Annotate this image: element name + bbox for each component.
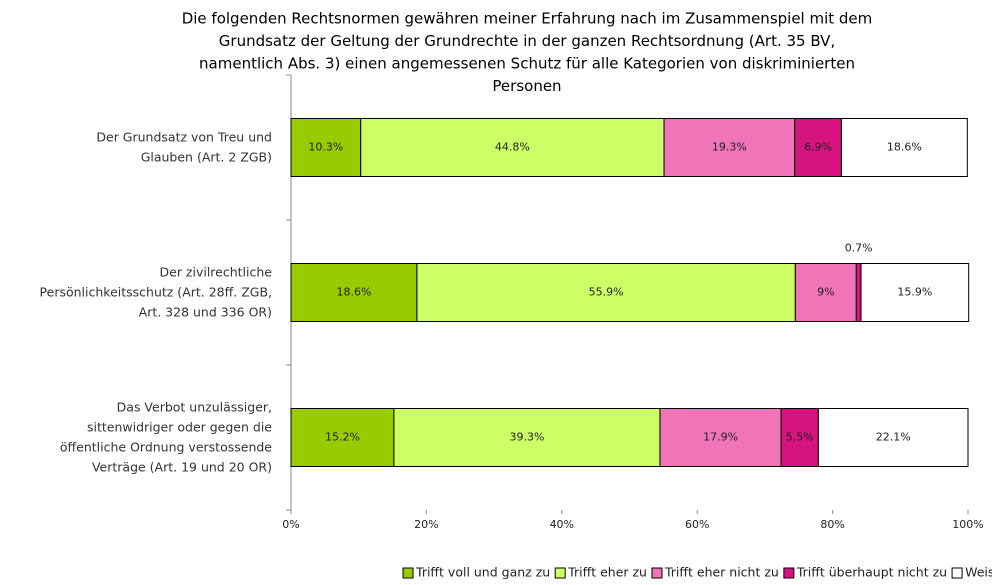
x-tick-label: 100% <box>952 518 983 531</box>
bar-segment <box>416 263 796 322</box>
data-label: 18.6% <box>887 141 922 154</box>
category-label-line: Das Verbot unzulässiger, <box>117 399 272 414</box>
legend-swatch <box>951 567 963 579</box>
data-label: 0.7% <box>845 242 873 255</box>
chart-title-line: Die folgenden Rechtsnormen gewähren mein… <box>182 9 873 27</box>
bar-segment <box>860 263 970 322</box>
bar-segment <box>290 263 418 322</box>
bar-segment <box>855 263 862 322</box>
data-label: 15.9% <box>897 286 932 299</box>
data-label: 55.9% <box>589 286 624 299</box>
x-tick-label: 0% <box>282 518 299 531</box>
category-label: Der Grundsatz von Treu und Glauben (Art. … <box>96 129 272 164</box>
data-label: 5.5% <box>786 431 814 444</box>
bar-segment <box>780 408 819 467</box>
bar-segment <box>290 118 362 177</box>
chart-title: Die folgenden Rechtsnormen gewähren mein… <box>182 9 873 95</box>
category-label-line: Glauben (Art. 2 ZGB) <box>141 149 272 164</box>
legend-swatch <box>651 567 663 579</box>
category-label-line: Der zivilrechtliche <box>160 264 273 279</box>
legend-label: Weiss nicht <box>965 565 992 580</box>
category-label-line: Art. 328 und 336 OR) <box>139 304 272 319</box>
data-label: 44.8% <box>495 141 530 154</box>
bar-segment <box>393 408 661 467</box>
data-label: 17.9% <box>703 431 738 444</box>
bar-segment <box>817 408 969 467</box>
x-tick-label: 20% <box>414 518 438 531</box>
legend-label: Trifft eher nicht zu <box>664 565 779 580</box>
data-label: 10.3% <box>308 141 343 154</box>
bar-segment <box>663 118 796 177</box>
category-label-line: öffentliche Ordnung verstossende <box>60 439 272 454</box>
category-label-line: sittenwidriger oder gegen die <box>87 419 272 434</box>
legend-swatch <box>554 567 566 579</box>
bar-segment <box>290 408 395 467</box>
data-label: 39.3% <box>509 431 544 444</box>
bar-segment <box>794 118 842 177</box>
chart-title-line: Grundsatz der Geltung der Grundrechte in… <box>219 31 835 49</box>
bar-segment <box>360 118 665 177</box>
data-label: 18.6% <box>336 286 371 299</box>
data-label: 22.1% <box>876 431 911 444</box>
category-label: Das Verbot unzulässiger, sittenwidriger o… <box>60 399 272 474</box>
legend-swatch <box>783 567 795 579</box>
data-label: 15.2% <box>325 431 360 444</box>
category-label-line: Persönlichkeitsschutz (Art. 28ff. ZGB, <box>40 284 272 299</box>
data-label: 6.9% <box>804 141 832 154</box>
category-label-line: Verträge (Art. 19 und 20 OR) <box>92 459 272 474</box>
bar-segment <box>840 118 968 177</box>
legend-swatch <box>402 567 414 579</box>
category-label: Der zivilrechtliche Persönlichkeitsschutz… <box>40 264 273 319</box>
bar-segment <box>659 408 782 467</box>
x-tick-label: 60% <box>685 518 709 531</box>
chart-title-line: Personen <box>492 76 561 94</box>
legend-label: Trifft voll und ganz zu <box>415 565 550 580</box>
x-tick-label: 80% <box>820 518 844 531</box>
legend-label: Trifft eher zu <box>567 565 647 580</box>
category-label-line: Der Grundsatz von Treu und <box>96 129 272 144</box>
chart-title-line: namentlich Abs. 3) einen angemessenen Sc… <box>199 54 855 72</box>
data-label: 9% <box>817 286 834 299</box>
legend-label: Trifft überhaupt nicht zu <box>796 565 947 580</box>
legend: Trifft voll und ganz zu Trifft eher zu Tri… <box>402 565 992 580</box>
x-tick-label: 40% <box>550 518 574 531</box>
data-label: 19.3% <box>712 141 747 154</box>
